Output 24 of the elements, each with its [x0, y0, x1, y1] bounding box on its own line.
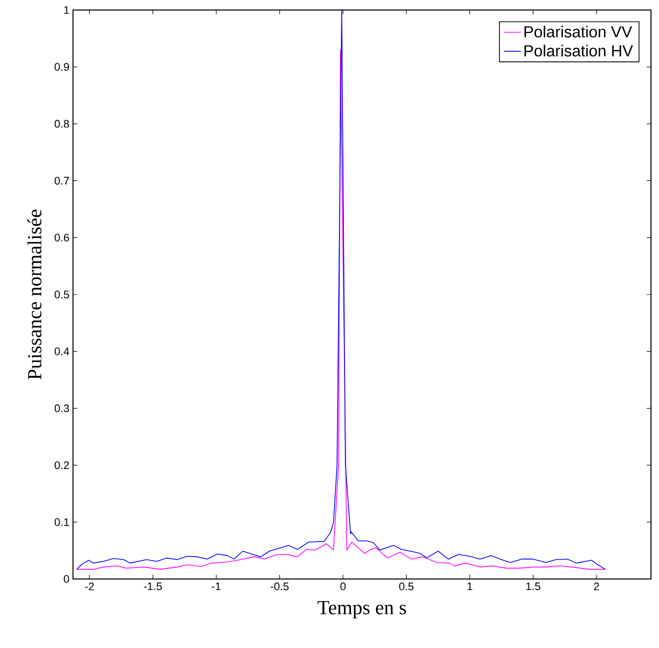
- x-tick-label: -1: [212, 582, 221, 590]
- y-tick-label: 0.5: [54, 290, 70, 298]
- y-tick-label: 0.6: [54, 234, 69, 242]
- y-tick-label: 1: [64, 6, 69, 14]
- x-tick-label: 0.5: [399, 582, 414, 590]
- x-tick-label: -1.5: [144, 582, 162, 590]
- x-tick-label: -2: [85, 582, 94, 590]
- x-tick-label: -0.5: [270, 582, 289, 590]
- y-tick-label: 0: [64, 575, 70, 583]
- x-axis-title: Temps en s: [318, 601, 406, 618]
- y-tick-label: 0.7: [54, 176, 69, 185]
- y-tick-label: 0.1: [54, 518, 69, 526]
- x-tick-label: 1: [468, 582, 472, 590]
- legend-label: Polarisation VV: [524, 26, 632, 38]
- y-axis-title: Puissance normalisée: [27, 210, 42, 380]
- legend-label: Polarisation HV: [524, 44, 633, 56]
- y-tick-label: 0.8: [54, 120, 69, 128]
- y-tick-label: 0.3: [54, 404, 69, 412]
- x-tick-label: 1.5: [526, 582, 540, 590]
- x-tick-label: 0: [340, 582, 346, 590]
- y-tick-label: 0.2: [54, 461, 69, 470]
- x-tick-label: 2: [594, 582, 599, 590]
- y-tick-label: 0.9: [54, 63, 69, 71]
- y-tick-label: 0.4: [54, 348, 70, 356]
